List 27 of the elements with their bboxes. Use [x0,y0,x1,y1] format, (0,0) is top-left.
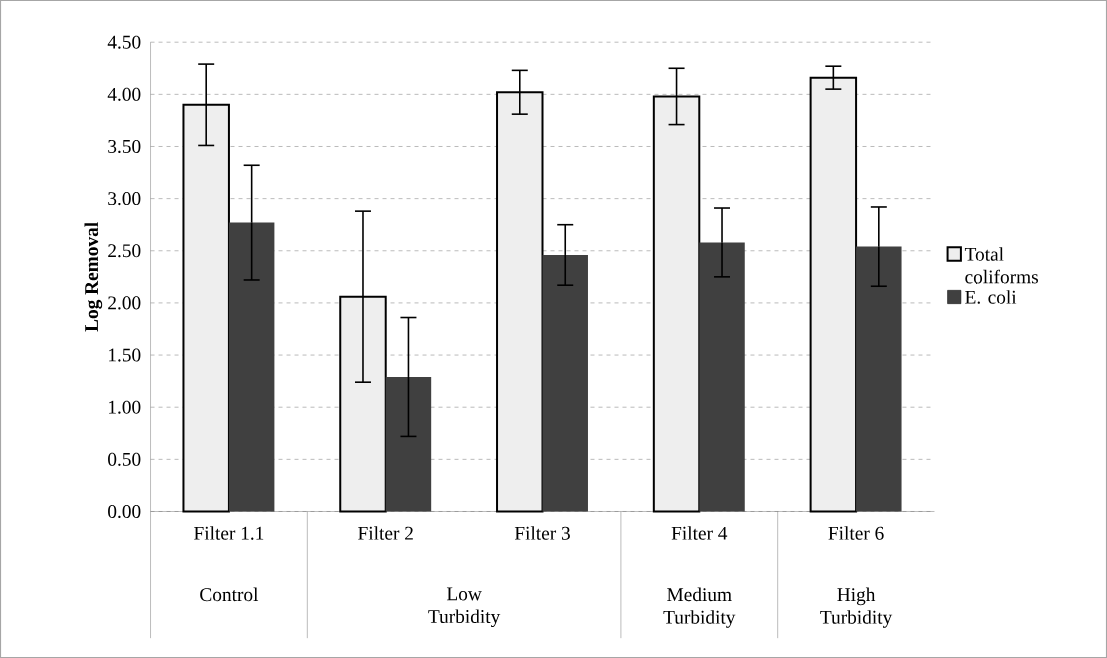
text: High Turbidity [820,587,893,628]
y-tick-label: 3.00 [108,192,141,206]
y-tick-label: 4.00 [107,87,141,101]
y-tick-label: 1.50 [109,348,141,362]
x-tick-label: Filter 6 [828,526,884,540]
legend-label: E. coli [965,290,1017,304]
bar [699,242,745,512]
y-tick-label: 0.50 [108,452,141,466]
bar [228,222,275,512]
y-tick-label: 2.00 [108,296,141,310]
text: Medium Turbidity [663,587,736,628]
x-tick-label: Filter 2 [358,526,413,540]
y-tick-label: 3.50 [108,139,141,154]
x-tick-label: Filter 3 [514,526,570,540]
x-tick-label: Filter 4 [671,526,728,540]
text: Low Turbidity [428,587,501,628]
x-tick-label: Filter 1.1 [194,526,264,540]
y-tick-label: 0.00 [108,504,141,519]
text: Control [200,587,259,602]
bar [385,376,432,512]
y-tick-label: 2.50 [108,244,141,258]
bar [542,254,588,512]
bar [856,246,902,512]
y-tick-label: 4.50 [107,35,141,49]
legend-label: Total coliforms [964,247,1038,284]
y-axis-title: Log Removal [84,222,103,332]
y-tick-label: 1.00 [109,400,141,414]
